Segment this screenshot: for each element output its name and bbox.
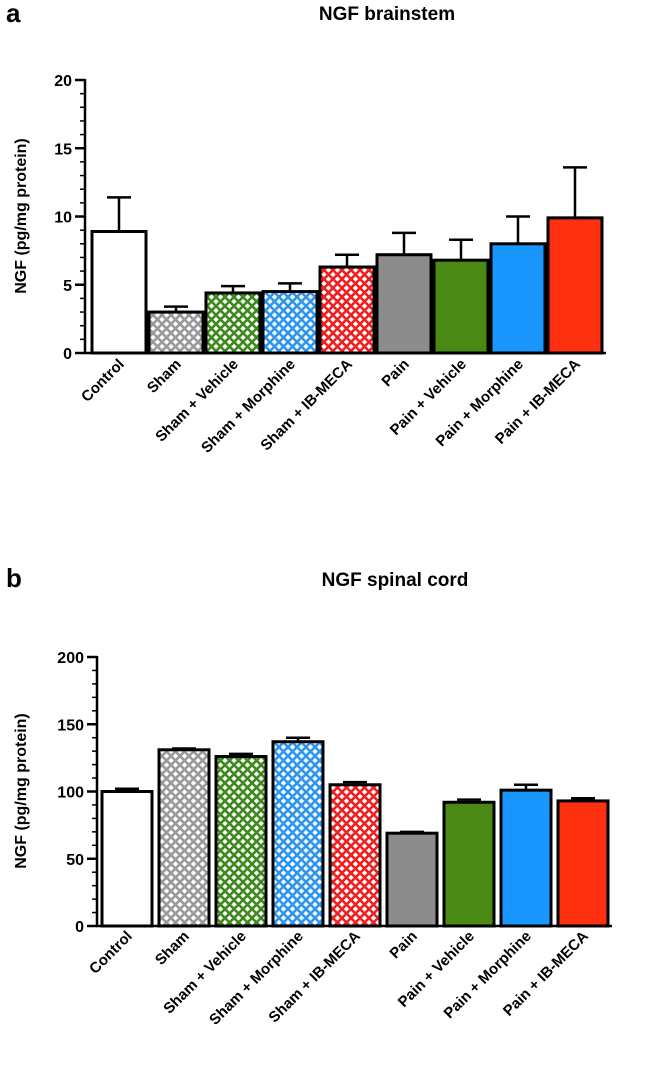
x-tick-label-pain: Pain [378,356,412,390]
y-tick-label: 0 [63,346,72,363]
y-tick-label: 10 [54,210,72,227]
bar-pain-morphine [489,242,547,355]
x-tick-label-sham: Sham [144,356,185,397]
x-tick-label-sham-morphine: Sham + Morphine [198,356,299,457]
chart-title: NGF spinal cord [322,570,469,591]
panel-letter: a [6,0,21,28]
bar-sham-ib-meca [318,265,376,355]
bar-sham [147,310,205,355]
bar-pain-morphine [499,788,553,928]
chart-panel-a: a NGF brainstem NGF (pg/mg protein) 0 5 10 15 2… [6,0,606,457]
chart-panel-b: b NGF spinal cord NGF (pg/mg protein) 0 50 10… [6,563,612,1029]
x-tick-label-pain: Pain [386,928,420,962]
bar-control [100,790,154,928]
bar-sham-ib-meca [328,783,382,928]
x-tick-label-control: Control [86,928,136,978]
x-tick-label-sham-morphine: Sham + Morphine [206,928,307,1029]
bar-sham-vehicle [214,755,268,928]
y-tick-label: 0 [75,919,84,936]
y-tick-label: 5 [63,278,72,295]
panel-letter: b [6,563,22,593]
y-tick-label: 150 [57,717,84,734]
y-axis-title: NGF (pg/mg protein) [13,138,30,294]
bar-sham-morphine [261,290,319,355]
y-tick-label: 50 [66,852,84,869]
y-axis-title: NGF (pg/mg protein) [13,713,30,869]
bar-pain [375,253,433,355]
bar-sham [157,748,211,928]
bar-sham-morphine [271,740,325,928]
bar-sham-vehicle [204,291,262,355]
bar-pain [385,831,439,928]
bar-pain-vehicle [432,258,490,355]
y-tick-label: 15 [54,141,72,158]
y-tick-label: 20 [54,73,72,90]
bar-pain-ib-meca [556,799,610,928]
y-tick-label: 100 [57,785,84,802]
x-tick-label-sham: Sham [152,928,193,969]
bar-pain-vehicle [442,800,496,928]
y-tick-label: 200 [57,650,84,667]
x-tick-label-control: Control [78,356,128,406]
bar-control [90,230,148,355]
chart-title: NGF brainstem [319,4,455,25]
bar-pain-ib-meca [546,216,604,355]
